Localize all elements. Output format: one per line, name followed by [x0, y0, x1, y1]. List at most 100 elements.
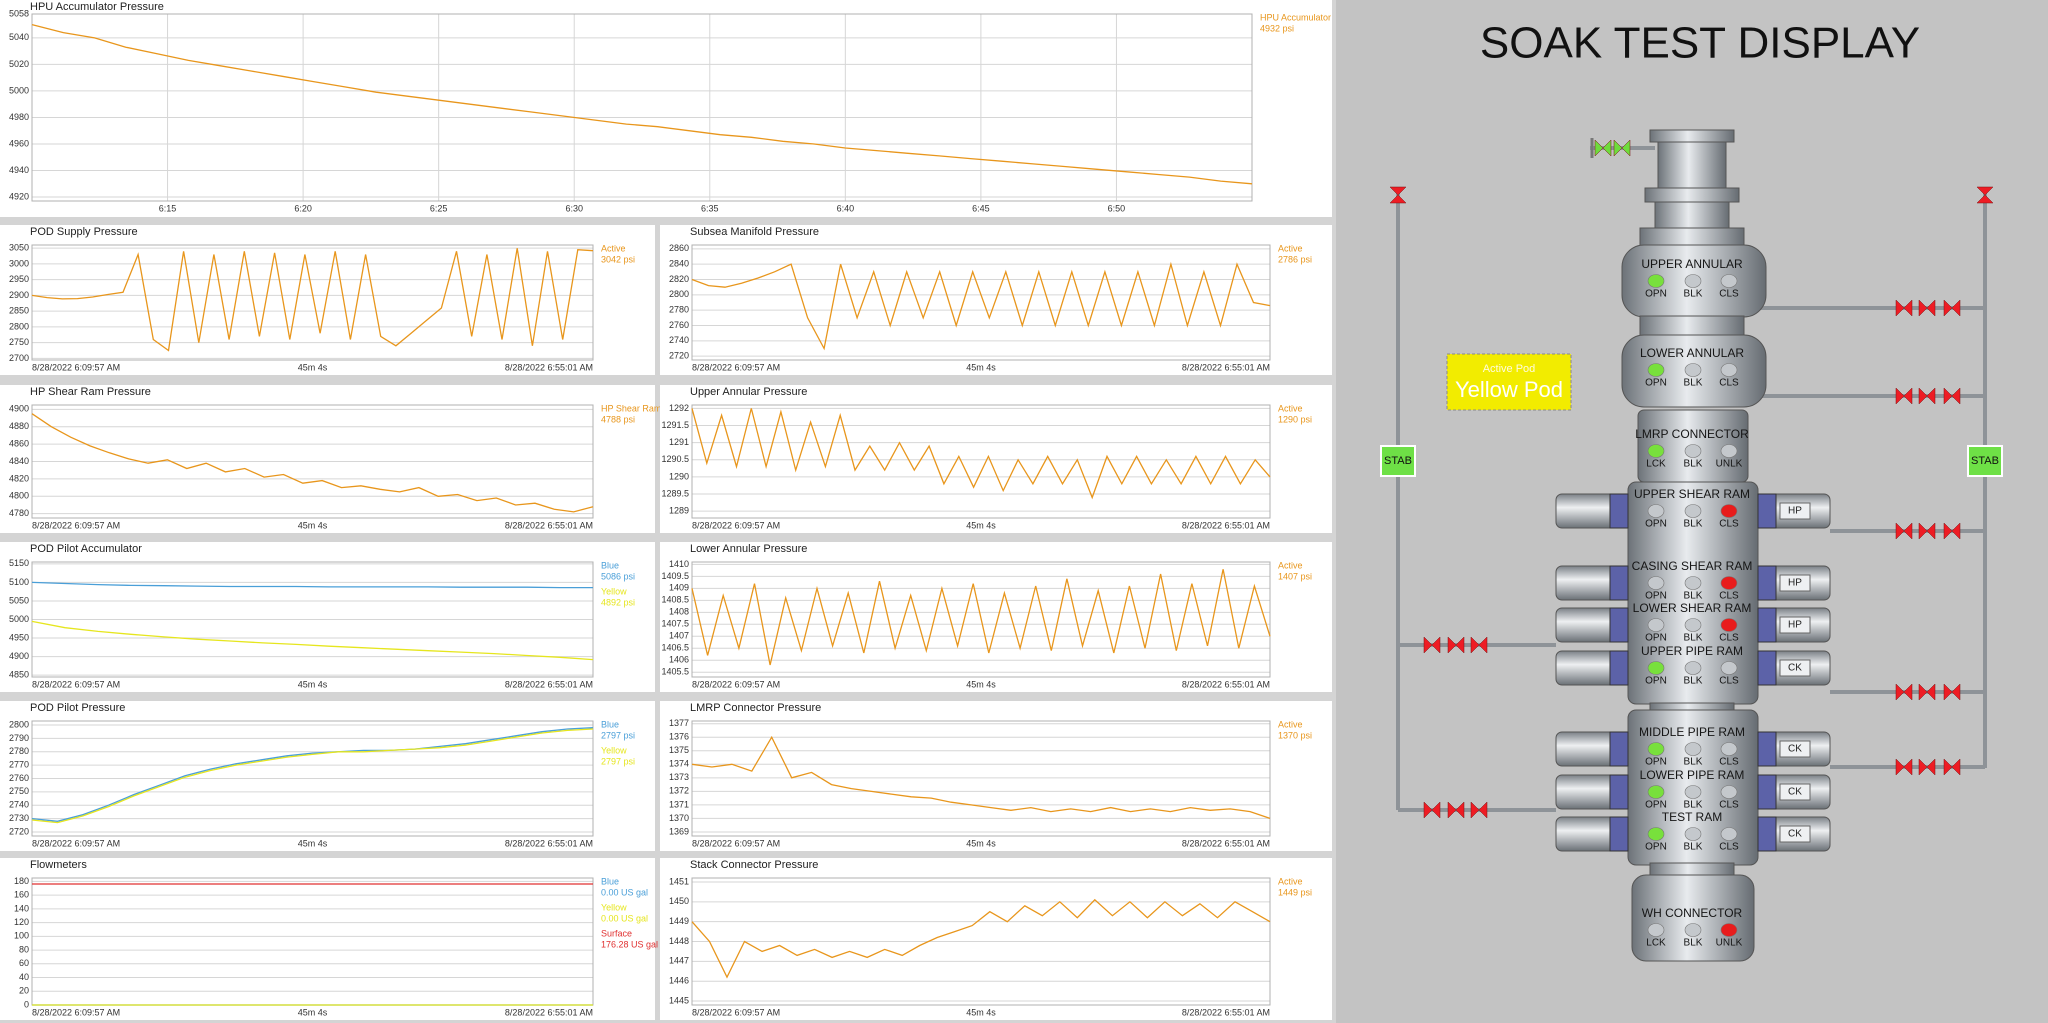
valve	[1431, 801, 1441, 819]
y-tick-label: 1410	[669, 559, 689, 569]
y-tick-label: 2700	[9, 353, 29, 363]
ram-bonnet	[1757, 774, 1777, 810]
x-tick-label: 6:30	[565, 203, 583, 213]
y-tick-label: 1409	[669, 583, 689, 593]
panel-background	[0, 225, 655, 375]
valve	[1943, 758, 1953, 776]
y-tick-label: 2950	[9, 274, 29, 284]
y-tick-label: 80	[19, 944, 29, 954]
x-axis-label: 45m 4s	[298, 520, 328, 530]
valve	[1895, 387, 1905, 405]
panel-background	[660, 385, 1332, 533]
y-tick-label: 4820	[9, 473, 29, 483]
series-line	[31, 727, 594, 822]
x-axis-label: 8/28/2022 6:55:01 AM	[1182, 1007, 1270, 1017]
valve	[1903, 758, 1913, 776]
side-label-box	[1779, 740, 1811, 758]
x-axis-label: 8/28/2022 6:55:01 AM	[1182, 362, 1270, 372]
status-lamp	[1684, 444, 1702, 458]
legend-value: 3042 psi	[601, 254, 635, 264]
ram-bonnet	[1609, 493, 1629, 529]
legend-value: 0.00 US gal	[601, 887, 648, 897]
legend-name: HPU Accumulator	[1260, 12, 1331, 22]
function-name: WH CONNECTOR	[1642, 906, 1743, 920]
series-line	[691, 569, 1271, 666]
y-tick-label: 4900	[9, 651, 29, 661]
plot-frame	[31, 720, 594, 837]
valve	[1903, 683, 1913, 701]
position-label: OPN	[1645, 519, 1667, 530]
status-lamp	[1647, 274, 1665, 288]
legend-name: Yellow	[601, 902, 627, 912]
side-label: HP	[1788, 578, 1802, 589]
position-label: UNLK	[1716, 938, 1743, 949]
valve	[1926, 387, 1936, 405]
y-tick-label: 2720	[9, 826, 29, 836]
position-label: BLK	[1684, 378, 1703, 389]
series-line	[691, 408, 1271, 500]
plot-frame	[31, 13, 1253, 202]
status-lamp	[1647, 576, 1665, 590]
plot-frame	[691, 561, 1271, 678]
x-tick-label: 6:50	[1108, 203, 1126, 213]
y-tick-label: 1374	[669, 759, 689, 769]
x-axis-label: 8/28/2022 6:55:01 AM	[1182, 520, 1270, 530]
position-label: BLK	[1684, 938, 1703, 949]
valve	[1594, 139, 1604, 157]
position-label: BLK	[1684, 757, 1703, 768]
y-tick-label: 1445	[669, 995, 689, 1005]
function-name: LOWER SHEAR RAM	[1633, 601, 1752, 615]
legend-value: 2797 psi	[601, 756, 635, 766]
chart-title: POD Pilot Accumulator	[30, 543, 142, 555]
legend-name: Yellow	[601, 745, 627, 755]
y-tick-label: 2780	[669, 305, 689, 315]
position-label: OPN	[1645, 757, 1667, 768]
y-tick-label: 4960	[9, 138, 29, 148]
chart-panel: POD Pilot Accumulator 4850 4900 4950 5000 505…	[0, 542, 655, 692]
valve	[1926, 522, 1936, 540]
y-tick-label: 1289.5	[661, 488, 689, 498]
position-label: CLS	[1719, 757, 1739, 768]
y-tick-label: 1406	[669, 655, 689, 665]
y-tick-label: 2740	[669, 335, 689, 345]
y-tick-label: 1369	[669, 826, 689, 836]
side-label-box	[1779, 659, 1811, 677]
y-tick-label: 2730	[9, 813, 29, 823]
position-label: LCK	[1646, 938, 1666, 949]
panel-background	[660, 701, 1332, 851]
valve	[1943, 299, 1953, 317]
y-tick-label: 2820	[669, 274, 689, 284]
plot-frame	[691, 720, 1271, 837]
y-tick-label: 4840	[9, 456, 29, 466]
valve	[1918, 522, 1928, 540]
y-tick-label: 1291.5	[661, 420, 689, 430]
ram-bonnet	[1757, 816, 1777, 852]
stab-label: STAB	[1384, 455, 1412, 467]
series-line	[31, 728, 594, 824]
series-line	[31, 23, 1253, 185]
ram-bonnet	[1757, 650, 1777, 686]
x-axis-label: 8/28/2022 6:09:57 AM	[692, 520, 780, 530]
y-tick-label: 2900	[9, 290, 29, 300]
valve	[1447, 636, 1457, 654]
side-label-box	[1779, 502, 1811, 520]
y-tick-label: 2800	[669, 289, 689, 299]
legend-name: Yellow	[601, 586, 627, 596]
status-lamp	[1720, 785, 1738, 799]
function-name: LOWER ANNULAR	[1640, 346, 1744, 360]
chart-panel: LMRP Connector Pressure 1369 1370 1371 1372 1…	[660, 701, 1332, 851]
legend-name: Blue	[601, 560, 619, 570]
status-lamp	[1647, 785, 1665, 799]
side-label-box	[1779, 783, 1811, 801]
legend-name: Active	[1278, 403, 1303, 413]
valve	[1918, 387, 1928, 405]
y-tick-label: 1407.5	[661, 619, 689, 629]
status-lamp	[1720, 742, 1738, 756]
position-label: BLK	[1684, 459, 1703, 470]
function-name: MIDDLE PIPE RAM	[1639, 725, 1745, 739]
valve	[1951, 522, 1961, 540]
status-lamp	[1647, 504, 1665, 518]
status-lamp	[1720, 827, 1738, 841]
panel-background	[660, 858, 1332, 1020]
